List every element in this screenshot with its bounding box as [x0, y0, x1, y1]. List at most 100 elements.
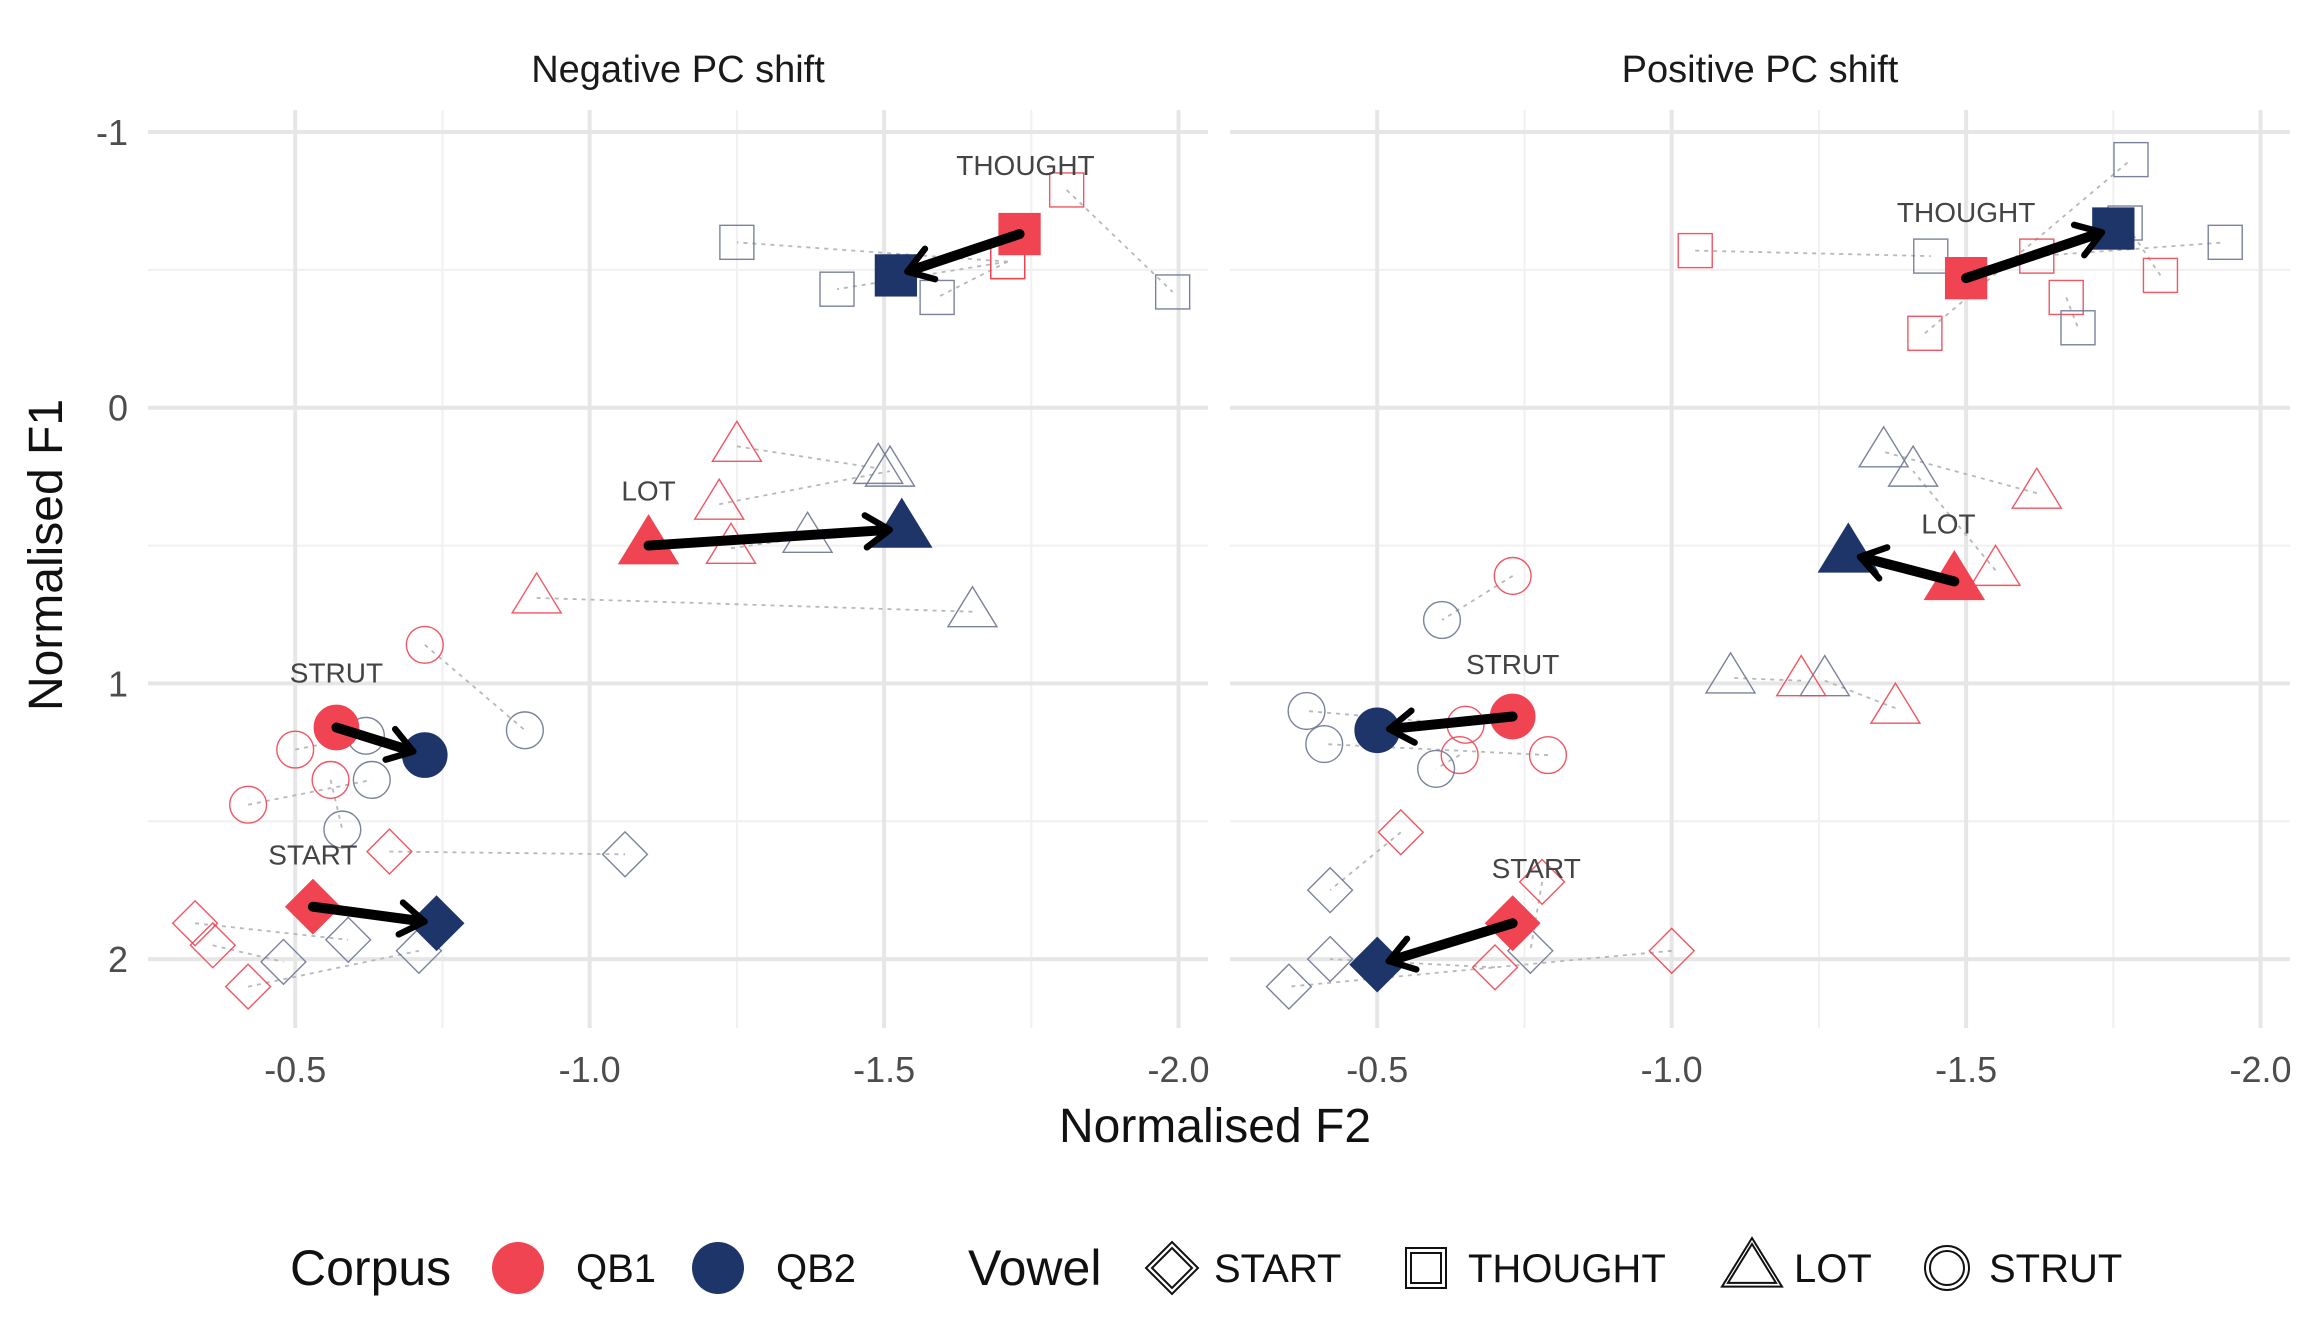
speaker-point-qb1	[2011, 466, 2063, 509]
speaker-connector	[1695, 249, 1931, 258]
legend-label-qb2: QB2	[776, 1247, 856, 1291]
speaker-point-qb2	[1265, 963, 1313, 1011]
speaker-point-qb1	[693, 477, 745, 520]
speaker-point-qb2	[946, 585, 999, 628]
legend-vowel-title: Vowel	[968, 1240, 1101, 1296]
speaker-connector	[719, 470, 891, 506]
speaker-connector	[536, 597, 973, 613]
speaker-connector	[247, 949, 420, 988]
speaker-point-qb1	[1493, 556, 1532, 595]
speaker-connector	[424, 644, 526, 731]
speaker-point-qb1	[2048, 279, 2084, 316]
triangle-icon	[1726, 1242, 1778, 1284]
speaker-point-qb2	[1887, 444, 1939, 487]
speaker-point-qb1	[366, 828, 413, 875]
vowel-label: START	[268, 839, 357, 870]
speaker-point-qb2	[1417, 749, 1456, 788]
speaker-point-qb2	[719, 224, 755, 261]
speaker-connector	[212, 944, 284, 963]
speaker-point-qb2	[1306, 866, 1354, 914]
mean-point-qb2	[1817, 522, 1880, 573]
mean-point-qb2	[871, 497, 933, 548]
legend-vowel-start	[1144, 1240, 1200, 1296]
speaker-point-qb2	[1799, 654, 1851, 697]
square-icon	[1405, 1247, 1447, 1289]
speaker-connector	[2065, 297, 2079, 329]
speaker-connector	[1288, 949, 1672, 988]
legend-vowel-label: LOT	[1794, 1247, 1872, 1291]
x-tick-label: -1.5	[1935, 1049, 1997, 1090]
vowel-labels: THOUGHT LOT STRUT START	[1466, 197, 2035, 884]
speaker-connector	[1441, 575, 1514, 621]
speaker-point-qb1	[189, 921, 237, 969]
x-tick-label: -1.0	[559, 1049, 621, 1090]
speaker-connector	[1324, 743, 1549, 756]
shift-arrows	[1385, 221, 2106, 973]
shift-arrow	[307, 899, 428, 938]
shift-arrow	[643, 512, 894, 551]
legend-vowel-lot	[1720, 1236, 1784, 1288]
vowel-label: THOUGHT	[956, 150, 1094, 181]
vowel-label: STRUT	[290, 657, 383, 688]
speaker-connectors	[195, 189, 1174, 988]
x-tick-label: -0.5	[1346, 1049, 1408, 1090]
speaker-point-qb2	[1154, 274, 1191, 310]
panel-title: Negative PC shift	[531, 49, 825, 91]
legend-swatch-qb2	[692, 1242, 744, 1294]
diamond-icon	[1144, 1240, 1200, 1296]
speaker-point-qb1	[1471, 943, 1519, 991]
circle-icon	[1929, 1250, 1965, 1286]
x-tick-label: -1.0	[1641, 1049, 1703, 1090]
mean-points	[1349, 207, 2135, 993]
vowel-label: LOT	[621, 475, 675, 506]
speaker-point-qb2	[1422, 600, 1462, 640]
speaker-point-qb1	[510, 571, 563, 614]
speaker-point-qb2	[260, 938, 307, 986]
speaker-point-qb2	[324, 916, 372, 964]
speaker-point-qb2	[505, 711, 544, 750]
mean-point-qb2	[2092, 207, 2135, 250]
speaker-point-qb2	[601, 830, 649, 878]
speaker-connector	[736, 241, 1008, 263]
shift-arrow	[1856, 544, 1960, 587]
vowel-label: LOT	[1921, 509, 1975, 540]
y-tick-label: 0	[108, 388, 128, 429]
shift-arrow	[1385, 707, 1518, 746]
speaker-point-qb2	[1306, 935, 1354, 983]
speaker-point-qb1	[1648, 927, 1696, 975]
y-axis-title: Normalised F1	[20, 399, 73, 711]
speaker-point-qb2	[852, 442, 904, 485]
panel-grid	[148, 110, 1208, 1028]
legend-vowel-strut	[1924, 1245, 1970, 1291]
x-tick-label: -2.0	[1148, 1049, 1210, 1090]
speaker-connector	[389, 850, 626, 856]
speaker-point-qb2	[1857, 425, 1910, 468]
speaker-point-qb2	[2113, 141, 2149, 178]
panels: Negative PC shift -0.5 -1.0 -1.5 -2.0 -1 0 1 2 TH…	[96, 49, 2292, 1090]
speaker-connector	[195, 922, 349, 941]
vowel-label: THOUGHT	[1897, 197, 2035, 228]
shift-arrow	[331, 722, 417, 763]
speaker-point-qb1	[405, 625, 444, 664]
speaker-connector	[936, 260, 1009, 299]
legend-swatch-qb1	[492, 1242, 544, 1294]
speaker-point-qb1	[224, 963, 272, 1011]
axis-titles: Normalised F2 Normalised F1	[20, 399, 1371, 1153]
speaker-point-qb1	[1440, 735, 1479, 775]
mean-point-qb2	[1349, 936, 1406, 993]
mean-point-qb1	[617, 514, 680, 565]
speaker-points	[171, 172, 1191, 1011]
speaker-point-qb2	[1913, 238, 1949, 274]
panel-title: Positive PC shift	[1622, 49, 1899, 91]
speaker-point-qb1	[1528, 735, 1568, 775]
speaker-point-qb1	[276, 730, 315, 769]
speaker-points	[1265, 141, 2243, 1011]
speaker-point-qb1	[171, 899, 219, 947]
speaker-point-qb1	[1677, 232, 1713, 269]
x-tick-label: -2.0	[2230, 1049, 2292, 1090]
speaker-point-qb1	[1969, 544, 2022, 587]
speaker-connector	[1730, 676, 1802, 682]
speaker-point-qb2	[2207, 224, 2243, 261]
legend-vowel-thought	[1405, 1247, 1447, 1289]
